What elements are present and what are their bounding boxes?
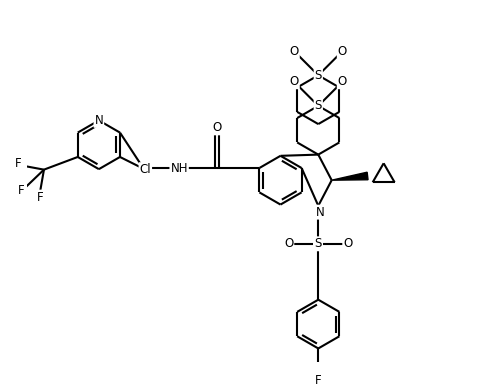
Text: NH: NH — [170, 161, 188, 175]
Text: F: F — [14, 157, 21, 170]
Text: F: F — [17, 184, 24, 197]
Polygon shape — [331, 172, 368, 180]
Text: F: F — [37, 190, 43, 204]
Text: O: O — [338, 45, 347, 58]
Text: S: S — [315, 99, 322, 112]
Text: N: N — [316, 205, 325, 219]
Text: O: O — [212, 122, 222, 134]
Text: S: S — [315, 237, 322, 250]
Text: O: O — [284, 237, 293, 250]
Text: N: N — [94, 114, 103, 127]
Text: F: F — [315, 375, 322, 387]
Text: S: S — [315, 69, 322, 82]
Text: O: O — [289, 75, 299, 88]
Text: O: O — [338, 75, 347, 88]
Text: Cl: Cl — [139, 163, 151, 176]
Text: O: O — [289, 45, 299, 58]
Text: O: O — [343, 237, 353, 250]
